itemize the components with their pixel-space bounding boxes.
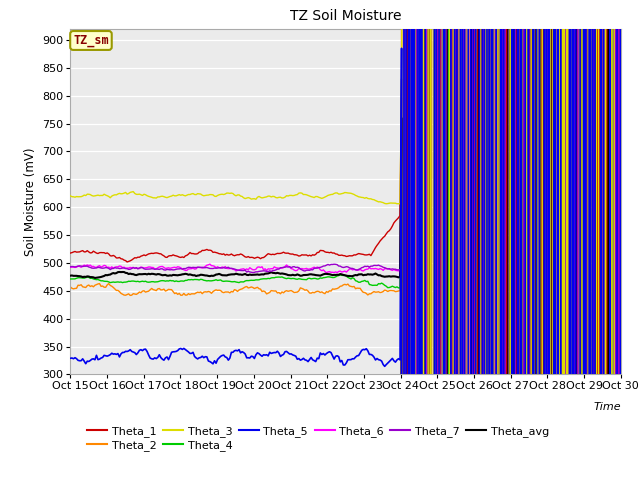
Title: TZ Soil Moisture: TZ Soil Moisture xyxy=(290,10,401,24)
Legend: Theta_1, Theta_2, Theta_3, Theta_4, Theta_5, Theta_6, Theta_7, Theta_avg: Theta_1, Theta_2, Theta_3, Theta_4, Thet… xyxy=(83,421,554,456)
Y-axis label: Soil Moisture (mV): Soil Moisture (mV) xyxy=(24,147,36,256)
Text: Time: Time xyxy=(593,402,621,412)
Text: TZ_sm: TZ_sm xyxy=(73,34,109,47)
